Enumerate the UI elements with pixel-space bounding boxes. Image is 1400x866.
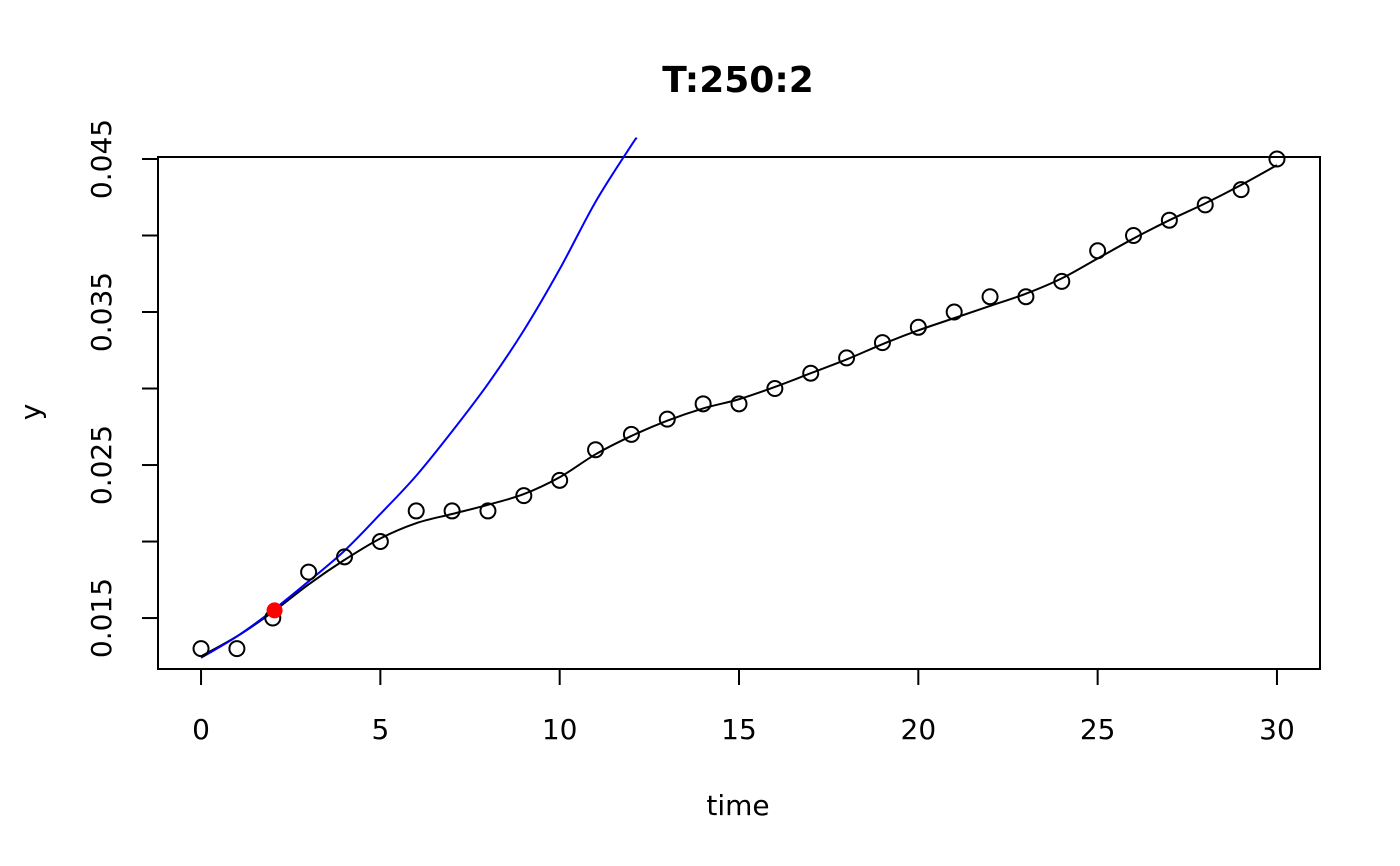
data-point [371,533,389,551]
data-point [622,425,640,443]
x-tick-label: 10 [542,713,578,746]
data-point [1268,150,1286,168]
data-point [766,380,784,398]
x-axis: 0 5 10 15 20 25 30 [192,668,1295,746]
exponential-fit-line [200,137,638,659]
data-point [694,395,712,413]
y-tick-label: 0.025 [85,425,118,505]
data-point [515,487,533,505]
data-point [873,334,891,352]
x-tick-label: 25 [1080,713,1116,746]
data-point [1053,272,1071,290]
data-point [335,548,353,566]
y-axis-label: y [14,404,47,421]
data-point [551,471,569,489]
data-point [658,410,676,428]
plot-frame [157,156,1321,670]
y-axis: 0.015 0.025 0.035 0.045 [85,119,159,658]
data-point [1017,288,1035,306]
chart-title: T:250:2 [662,60,814,101]
series-layer [200,137,1278,659]
x-tick-label: 30 [1259,713,1295,746]
data-point [1125,226,1143,244]
data-point [1089,242,1107,260]
data-point [945,303,963,321]
data-point [981,288,999,306]
plot-area [157,156,1321,670]
points-layer [192,150,1286,658]
y-tick-label: 0.035 [85,272,118,352]
data-point [479,502,497,520]
x-tick-label: 20 [901,713,937,746]
data-point [1232,181,1250,199]
x-tick-label: 5 [371,713,389,746]
data-point [300,563,318,581]
data-point [730,395,748,413]
data-point [802,364,820,382]
y-tick-label: 0.015 [85,578,118,658]
highlight-layer [266,602,283,619]
data-point [228,640,246,658]
data-point [587,441,605,459]
data-point [1196,196,1214,214]
data-point [192,640,210,658]
highlight-point [266,602,283,619]
x-tick-label: 15 [721,713,757,746]
x-tick-label: 0 [192,713,210,746]
y-tick-label: 0.045 [85,119,118,199]
data-point [838,349,856,367]
data-point [1160,211,1178,229]
data-point [443,502,461,520]
data-point [909,318,927,336]
x-axis-label: time [706,789,769,822]
data-point [407,502,425,520]
